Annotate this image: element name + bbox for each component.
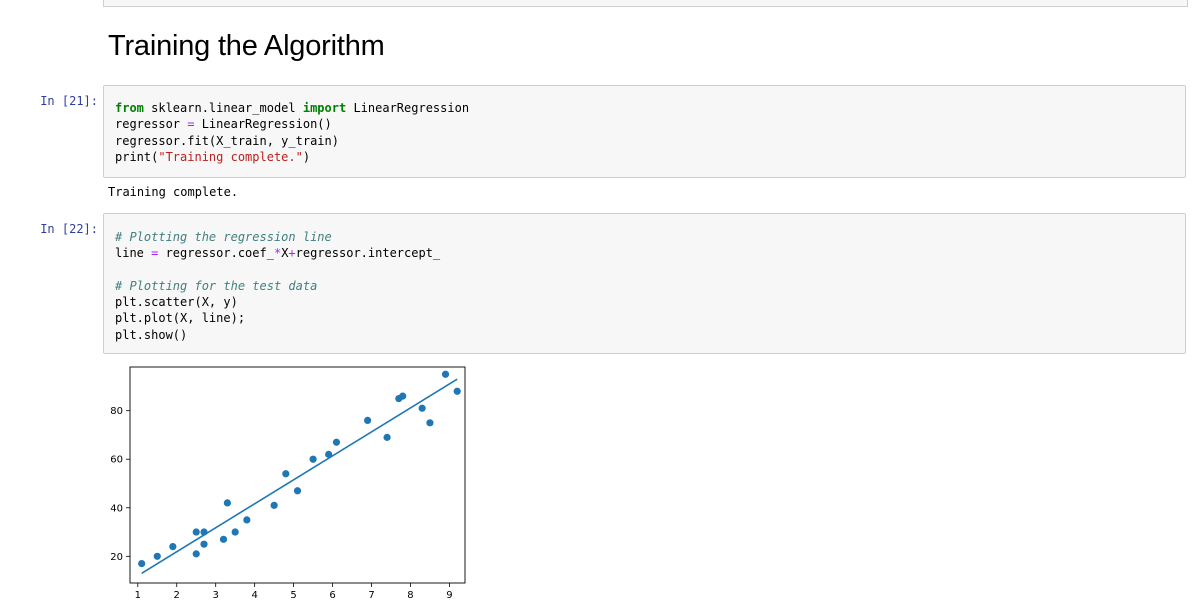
code-string: "Training complete.": [158, 149, 303, 164]
page-title: Training the Algorithm: [108, 30, 385, 62]
code-token: regressor.intercept_: [295, 246, 441, 261]
scatter-point: [399, 392, 407, 400]
input-prompt-22: In [22]:: [40, 222, 98, 236]
x-tick-label: 4: [251, 590, 257, 601]
scatter-point: [138, 559, 146, 568]
code-line: plt.show(): [115, 327, 440, 343]
scatter-point: [293, 487, 302, 495]
code-line: # Plotting for the test data: [115, 278, 440, 294]
x-tick-label: 5: [290, 590, 296, 601]
y-tick-label: 60: [110, 455, 123, 466]
code-comment: # Plotting the regression line: [115, 230, 332, 244]
scatter-point: [153, 552, 161, 560]
scatter-point: [270, 501, 278, 509]
code-token: line: [115, 246, 152, 261]
x-tick-label: 3: [213, 590, 219, 601]
code-editor-22[interactable]: # Plotting the regression line line = reg…: [115, 229, 440, 343]
x-tick-label: 6: [329, 590, 335, 601]
scatter-point: [325, 450, 333, 458]
scatter-point: [309, 455, 317, 463]
cell-output-21: Training complete.: [108, 185, 239, 199]
plot-marks: [138, 370, 461, 574]
code-line: regressor.fit(X_train, y_train): [115, 133, 469, 149]
x-tick-label: 1: [135, 590, 141, 601]
code-editor-21[interactable]: from sklearn.linear_model import LinearR…: [115, 100, 469, 165]
regression-line: [141, 378, 458, 574]
axis-ticks: 1 2 3 4 5 6 7 8 9 20 40 60 80: [110, 406, 452, 601]
scatter-point: [231, 528, 239, 536]
y-tick-label: 40: [110, 503, 123, 514]
code-token: =: [187, 117, 195, 132]
previous-cell-bottom-edge: [103, 0, 1188, 7]
code-line: line = regressor.coef_*X+regressor.inter…: [115, 245, 440, 261]
code-token: =: [151, 246, 159, 261]
code-token: LinearRegression(): [194, 117, 332, 132]
code-comment: # Plotting for the test data: [115, 278, 318, 293]
scatter-point: [453, 387, 461, 395]
y-tick-label: 20: [110, 552, 123, 563]
scatter-point: [332, 438, 341, 446]
scatter-point: [219, 535, 228, 543]
code-line: plt.plot(X, line);: [115, 310, 440, 326]
input-prompt-21: In [21]:: [40, 94, 98, 108]
plot-axes-frame: [129, 366, 466, 584]
code-token: sklearn.linear_model: [143, 101, 303, 115]
scatter-point: [282, 470, 290, 478]
code-token: plt.plot(X, line);: [115, 311, 246, 326]
scatter-point: [383, 433, 391, 441]
scatter-point: [192, 528, 200, 536]
plot-output: 1 2 3 4 5 6 7 8 9 20 40 60 80: [100, 362, 480, 612]
scatter-point: [169, 542, 177, 551]
code-token: LinearRegression: [346, 101, 470, 115]
code-line: [115, 262, 440, 278]
code-token: regressor.coef_: [158, 246, 274, 261]
x-tick-label: 9: [446, 590, 452, 601]
code-line: from sklearn.linear_model import LinearR…: [115, 100, 469, 116]
code-line: print("Training complete."): [115, 149, 469, 165]
code-keyword: import: [302, 101, 347, 115]
code-token: *: [273, 246, 282, 261]
code-token: ): [302, 149, 311, 164]
code-cell-22[interactable]: # Plotting the regression line line = reg…: [103, 213, 1186, 354]
code-keyword: from: [115, 101, 144, 115]
code-token: regressor.fit(X_train, y_train): [115, 133, 339, 148]
code-token: regressor: [115, 117, 188, 132]
scatter-point: [243, 516, 251, 524]
x-tick-label: 2: [174, 590, 180, 601]
code-token: +: [288, 246, 296, 261]
code-line: regressor = LinearRegression(): [115, 116, 469, 132]
scatter-point: [426, 419, 434, 427]
code-token: print(: [115, 149, 159, 164]
scatter-point: [200, 528, 208, 536]
code-line: # Plotting the regression line: [115, 229, 440, 245]
y-tick-label: 80: [110, 406, 123, 417]
scatter-point: [200, 540, 208, 548]
scatter-point: [223, 499, 231, 507]
code-token: plt.scatter(X, y): [115, 295, 238, 310]
scatter-plot: 1 2 3 4 5 6 7 8 9 20 40 60 80: [110, 366, 466, 601]
scatter-point: [192, 550, 200, 558]
x-tick-label: 7: [368, 590, 374, 601]
scatter-point: [418, 404, 426, 412]
code-token: plt.show(): [115, 327, 188, 342]
code-cell-21[interactable]: from sklearn.linear_model import LinearR…: [103, 85, 1186, 178]
scatter-point: [441, 370, 450, 378]
code-line: plt.scatter(X, y): [115, 294, 440, 310]
scatter-point: [364, 416, 372, 424]
code-token: X: [281, 246, 289, 261]
x-tick-label: 8: [407, 590, 413, 601]
